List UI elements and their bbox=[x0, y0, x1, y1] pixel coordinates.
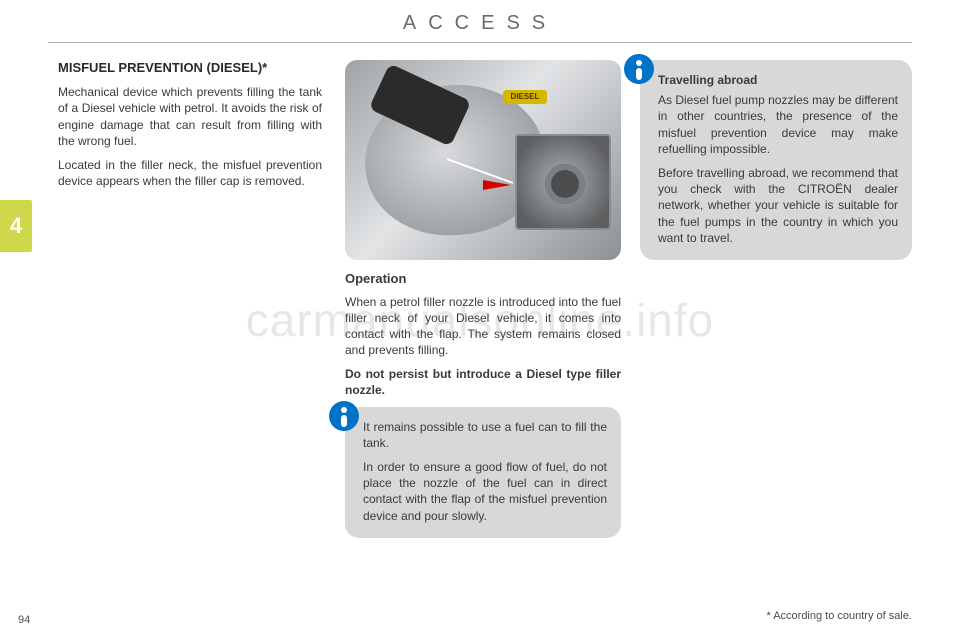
diesel-badge: DIESEL bbox=[503, 90, 547, 104]
header-rule bbox=[48, 42, 912, 43]
info-icon bbox=[624, 54, 654, 84]
footnote: * According to country of sale. bbox=[766, 610, 912, 622]
info-text: It remains possible to use a fuel can to… bbox=[363, 419, 607, 451]
body-text: Mechanical device which prevents filling… bbox=[58, 84, 322, 149]
info-text: In order to ensure a good flow of fuel, … bbox=[363, 459, 607, 524]
column-left: MISFUEL PREVENTION (DIESEL)* Mechanical … bbox=[58, 60, 322, 197]
chapter-number: 4 bbox=[10, 213, 22, 239]
body-text: When a petrol filler nozzle is introduce… bbox=[345, 294, 621, 359]
body-text-bold: Do not persist but introduce a Diesel ty… bbox=[345, 366, 621, 398]
info-title: Travelling abroad bbox=[658, 72, 898, 88]
operation-title: Operation bbox=[345, 270, 621, 288]
column-center: DIESEL Operation When a petrol filler no… bbox=[345, 60, 621, 538]
body-text: Located in the filler neck, the misfuel … bbox=[58, 157, 322, 189]
page: ACCESS 4 MISFUEL PREVENTION (DIESEL)* Me… bbox=[0, 0, 960, 640]
inset-detail bbox=[515, 134, 611, 230]
page-number: 94 bbox=[18, 614, 30, 626]
fuel-filler-photo: DIESEL bbox=[345, 60, 621, 260]
info-box: Travelling abroad As Diesel fuel pump no… bbox=[640, 60, 912, 260]
page-header: ACCESS bbox=[0, 12, 960, 35]
section-title: MISFUEL PREVENTION (DIESEL)* bbox=[58, 60, 322, 76]
info-text: As Diesel fuel pump nozzles may be diffe… bbox=[658, 92, 898, 157]
chapter-tab: 4 bbox=[0, 200, 32, 252]
info-box: It remains possible to use a fuel can to… bbox=[345, 407, 621, 538]
column-right: Travelling abroad As Diesel fuel pump no… bbox=[640, 60, 912, 260]
info-icon bbox=[329, 401, 359, 431]
red-arrow-icon bbox=[483, 180, 511, 190]
info-text: Before travelling abroad, we recommend t… bbox=[658, 165, 898, 246]
